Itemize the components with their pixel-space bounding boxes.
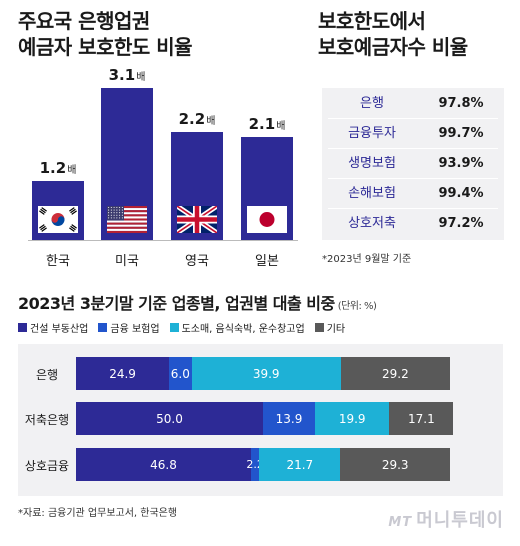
protection-ratio-category: 영국	[185, 254, 209, 269]
protection-ratio-baseline	[28, 240, 298, 241]
depositor-ratio-value: 99.7%	[438, 126, 484, 141]
legend-item: 도소매, 음식숙박, 운수창고업	[169, 320, 305, 335]
protection-ratio-bar-unit: 배	[206, 116, 216, 128]
depositor-ratio-sector: 금융투자	[348, 126, 396, 141]
protection-ratio-bar-label: 2.1배	[227, 115, 307, 133]
loan-share-category: 저축은행	[24, 413, 70, 427]
legend-label: 건설 부동산업	[30, 324, 89, 335]
loan-share-segment: 13.9	[263, 402, 315, 435]
protection-ratio-category: 일본	[255, 254, 279, 269]
loan-share-segment: 29.3	[340, 448, 450, 481]
legend-item: 금융 보험업	[98, 320, 160, 335]
uk-flag-icon	[177, 206, 217, 233]
loan-share-legend: 건설 부동산업 금융 보험업 도소매, 음식숙박, 운수창고업 기타	[18, 320, 349, 335]
legend-item: 건설 부동산업	[18, 320, 88, 335]
legend-swatch	[314, 323, 324, 332]
legend-label: 도소매, 음식숙박, 운수창고업	[181, 324, 305, 335]
depositor-ratio-value: 99.4%	[438, 186, 484, 201]
protection-ratio-bar-unit: 배	[67, 165, 77, 177]
usa-flag-icon	[107, 206, 147, 233]
protection-ratio-bar-value: 2.2	[178, 110, 206, 129]
legend-label: 기타	[326, 324, 346, 335]
loan-share-segment-label: 17.1	[408, 411, 435, 426]
legend-swatch	[169, 323, 179, 332]
loan-share-segment: 29.2	[340, 357, 450, 390]
depositor-ratio-title-line-1: 보호한도에서	[318, 9, 426, 33]
depositor-ratio-title: 보호한도에서 보호예금자수 비율	[318, 8, 468, 60]
legend-label: 금융 보험업	[110, 324, 160, 335]
protection-ratio-title-line-1: 주요국 은행업권	[18, 9, 150, 33]
depositor-ratio-sector: 손해보험	[348, 186, 396, 201]
loan-share-segment: 46.8	[76, 448, 252, 481]
legend-swatch	[98, 323, 108, 332]
protection-ratio-bar-value: 3.1	[108, 66, 136, 84]
loan-share-segment: 17.1	[389, 402, 454, 435]
protection-ratio-bar-unit: 배	[276, 121, 286, 133]
loan-share-segment: 39.9	[191, 357, 341, 390]
depositor-ratio-sector: 상호저축	[348, 216, 396, 231]
depositor-ratio-value: 97.2%	[438, 216, 484, 231]
loan-share-segment-label: 6.0	[170, 366, 190, 381]
protection-ratio-category: 미국	[115, 254, 139, 269]
depositor-ratio-value: 97.8%	[438, 96, 484, 111]
loan-share-unit: (단위: %)	[337, 301, 377, 312]
loan-share-segment-label: 24.9	[109, 366, 136, 381]
loan-share-segment: 24.9	[76, 357, 170, 390]
depositor-ratio-sector: 생명보험	[348, 156, 396, 171]
source-note: *자료: 금융기관 업무보고서, 한국은행	[18, 508, 178, 519]
protection-ratio-bar-value: 1.2	[39, 159, 67, 178]
depositor-ratio-value: 93.9%	[438, 156, 484, 171]
loan-share-segment-label: 46.8	[150, 457, 177, 472]
publisher-logo-mt: MT	[388, 515, 413, 530]
loan-share-segment-label: 50.0	[156, 411, 183, 426]
depositor-ratio-table: 은행 97.8% 금융투자 99.7% 생명보험 93.9% 손해보험 99.4% 상호저축 97…	[322, 88, 504, 240]
protection-ratio-title-line-2: 예금자 보호한도 비율	[18, 35, 193, 59]
depositor-ratio-sector: 은행	[360, 96, 384, 111]
publisher-logo: MT 머니투데이	[388, 506, 504, 532]
loan-share-segment-label: 13.9	[275, 411, 303, 426]
legend-swatch	[18, 323, 27, 332]
depositor-ratio-note: *2023년 9월말 기준	[322, 254, 412, 265]
loan-share-title: 2023년 3분기말 기준 업종별, 업권별 대출 비중 (단위: %)	[18, 290, 377, 314]
japan-flag-icon	[247, 206, 287, 233]
loan-share-chart: 은행 24.9 6.0 39.9 29.2 저축은행 50.0 13.9 19.9 17.1 상호금…	[18, 344, 503, 496]
depositor-ratio-separator	[328, 118, 498, 119]
loan-share-segment: 6.0	[169, 357, 192, 390]
loan-share-segment: 50.0	[76, 402, 263, 435]
depositor-ratio-row: 금융투자 99.7%	[322, 119, 504, 149]
depositor-ratio-row: 손해보험 99.4%	[322, 179, 504, 209]
protection-ratio-bar-label: 2.2배	[157, 110, 237, 128]
legend-item: 기타	[314, 320, 346, 335]
protection-ratio-category: 한국	[46, 254, 70, 269]
depositor-ratio-separator	[328, 208, 498, 209]
loan-share-category: 은행	[35, 368, 59, 382]
protection-ratio-bar-label: 1.2배	[18, 159, 98, 177]
protection-ratio-chart: 1.2배 한국 3.1배 미국 2.2배 영국 2.1배 일본	[0, 0, 310, 280]
loan-share-segment-label: 39.9	[252, 366, 280, 381]
protection-ratio-bar-value: 2.1	[248, 115, 276, 134]
loan-share-segment: 2.2	[246, 448, 264, 481]
loan-share-title-text: 2023년 3분기말 기준 업종별, 업권별 대출 비중	[18, 294, 335, 313]
loan-share-segment-label: 29.2	[382, 366, 409, 381]
loan-share-segment-label: 21.7	[286, 457, 314, 472]
loan-share-category: 상호금융	[24, 459, 70, 473]
loan-share-segment-label: 19.9	[338, 411, 366, 426]
depositor-ratio-row: 은행 97.8%	[322, 89, 504, 119]
protection-ratio-bar-unit: 배	[136, 72, 146, 83]
protection-ratio-bar-label: 3.1배	[87, 66, 167, 84]
loan-share-segment: 19.9	[314, 402, 390, 435]
depositor-ratio-separator	[328, 178, 498, 179]
depositor-ratio-row: 상호저축 97.2%	[322, 209, 504, 239]
korea-flag-icon	[38, 206, 78, 233]
depositor-ratio-row: 생명보험 93.9%	[322, 149, 504, 179]
publisher-logo-text: 머니투데이	[416, 510, 504, 531]
depositor-ratio-title-line-2: 보호예금자수 비율	[318, 35, 468, 59]
loan-share-segment-label: 29.3	[381, 457, 409, 472]
protection-ratio-title: 주요국 은행업권 예금자 보호한도 비율	[18, 8, 193, 60]
depositor-ratio-separator	[328, 148, 498, 149]
loan-share-segment: 21.7	[259, 448, 341, 481]
